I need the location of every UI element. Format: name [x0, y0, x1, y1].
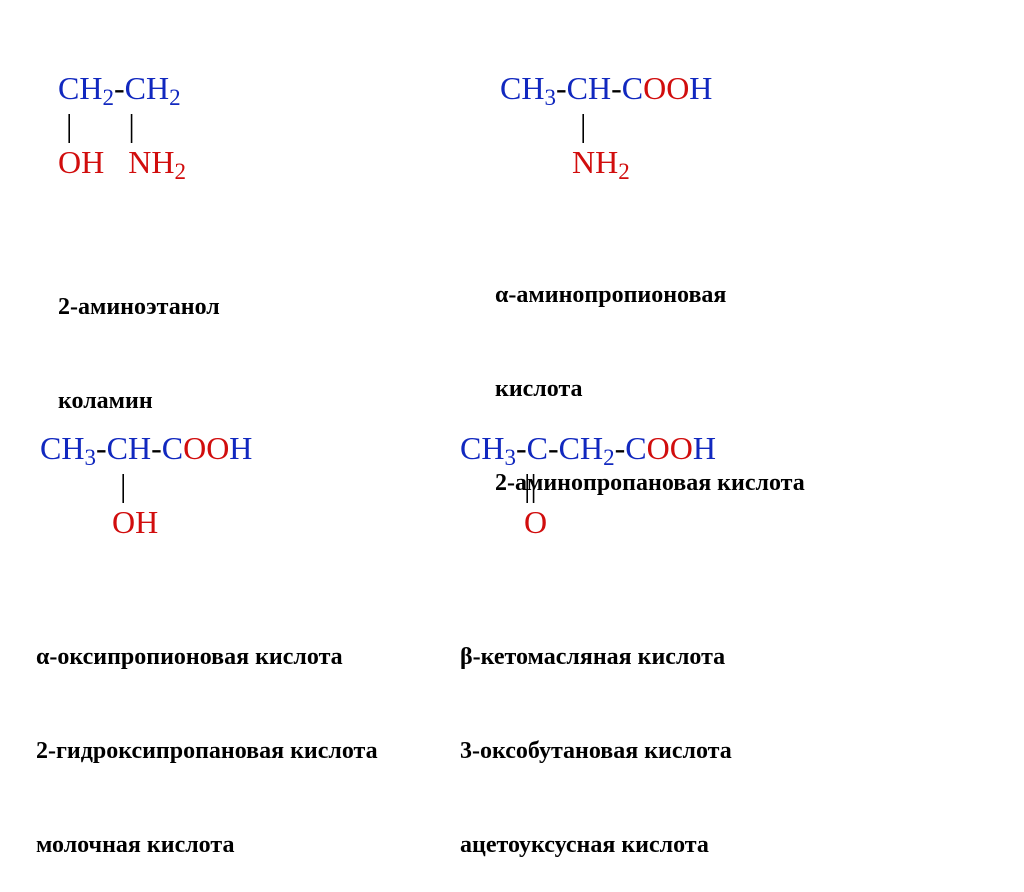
formula-acetoacetic-acid: CH3-C-CH2-COOH || O [460, 430, 716, 540]
label-aminoethanol: 2-аминоэтанол коламин [58, 230, 220, 448]
label-lactic-acid: α-оксипропионовая кислота 2-гидроксипроп… [36, 580, 378, 892]
compound-name: 3-оксобутановая кислота [460, 736, 732, 767]
compound-name: молочная кислота [36, 830, 378, 861]
compound-name: α-аминопропионовая [495, 280, 805, 311]
molecule-acetoacetic-acid: CH3-C-CH2-COOH || O [460, 430, 716, 540]
label-acetoacetic-acid: β-кетомасляная кислота 3-оксобутановая к… [460, 580, 732, 892]
formula-alanine: CH3-CH-COOH | NH2 [500, 70, 712, 180]
formula-lactic-acid: CH3-CH-COOH | OH [40, 430, 252, 540]
compound-name: кислота [495, 374, 805, 405]
compound-name: 2-аминоэтанол [58, 292, 220, 323]
compound-name: α-оксипропионовая кислота [36, 642, 378, 673]
compound-name: ацетоуксусная кислота [460, 830, 732, 861]
formula-aminoethanol: CH2-CH2 | |OH NH2 [58, 70, 186, 180]
compound-name: β-кетомасляная кислота [460, 642, 732, 673]
molecule-lactic-acid: CH3-CH-COOH | OH [40, 430, 252, 540]
molecule-aminoethanol: CH2-CH2 | |OH NH2 [58, 70, 186, 180]
compound-name: коламин [58, 386, 220, 417]
molecule-alanine: CH3-CH-COOH | NH2 [500, 70, 712, 180]
compound-name: 2-гидроксипропановая кислота [36, 736, 378, 767]
